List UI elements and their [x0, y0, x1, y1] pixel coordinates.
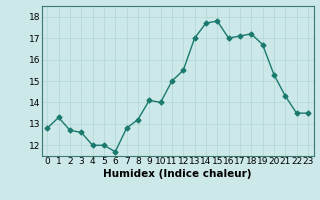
X-axis label: Humidex (Indice chaleur): Humidex (Indice chaleur)	[103, 169, 252, 179]
